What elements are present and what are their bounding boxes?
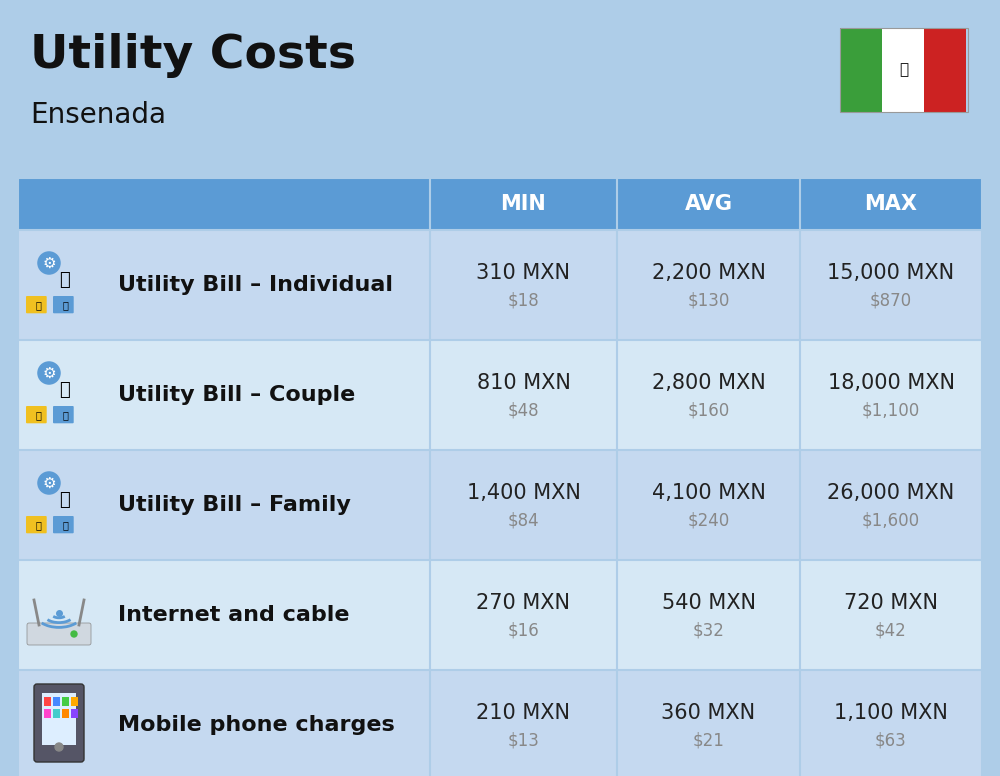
Text: 🧑: 🧑	[59, 271, 69, 289]
Text: $16: $16	[508, 622, 539, 640]
FancyBboxPatch shape	[53, 516, 74, 533]
Text: $32: $32	[693, 622, 724, 640]
Bar	[18, 340, 982, 450]
Text: Utility Bill – Couple: Utility Bill – Couple	[118, 385, 355, 405]
Text: 540 MXN: 540 MXN	[662, 593, 756, 613]
Text: $1,600: $1,600	[862, 512, 920, 530]
Text: $63: $63	[875, 732, 907, 750]
Text: 💧: 💧	[62, 520, 68, 530]
Text: 210 MXN: 210 MXN	[477, 703, 570, 723]
Text: Mobile phone charges: Mobile phone charges	[118, 715, 395, 735]
Text: Utility Bill – Family: Utility Bill – Family	[118, 495, 351, 515]
Text: $130: $130	[687, 292, 730, 310]
Text: 🧑: 🧑	[59, 381, 69, 399]
Text: 🧑: 🧑	[59, 491, 69, 509]
Bar	[62, 697, 69, 706]
Bar	[18, 178, 982, 230]
Text: ⚙: ⚙	[42, 255, 56, 271]
Text: 720 MXN: 720 MXN	[844, 593, 938, 613]
Bar	[62, 709, 69, 718]
FancyBboxPatch shape	[26, 296, 47, 314]
FancyBboxPatch shape	[26, 406, 47, 423]
Text: 360 MXN: 360 MXN	[661, 703, 756, 723]
Text: $1,100: $1,100	[862, 402, 920, 420]
Bar	[882, 28, 924, 112]
Text: Internet and cable: Internet and cable	[118, 605, 350, 625]
Circle shape	[55, 743, 63, 751]
Text: 💧: 💧	[62, 410, 68, 420]
Text: AVG: AVG	[684, 194, 732, 214]
FancyBboxPatch shape	[27, 623, 91, 645]
Text: 270 MXN: 270 MXN	[477, 593, 570, 613]
FancyBboxPatch shape	[53, 296, 74, 314]
FancyBboxPatch shape	[34, 684, 84, 762]
Text: $42: $42	[875, 622, 907, 640]
Bar	[71, 709, 78, 718]
Bar	[42, 693, 76, 745]
Text: MAX: MAX	[864, 194, 918, 214]
Text: Utility Bill – Individual: Utility Bill – Individual	[118, 275, 393, 295]
Text: 310 MXN: 310 MXN	[477, 263, 570, 283]
Text: 🔌: 🔌	[35, 410, 41, 420]
Text: 18,000 MXN: 18,000 MXN	[828, 373, 954, 393]
Bar	[924, 28, 966, 112]
Bar	[18, 670, 982, 776]
Bar	[18, 178, 982, 776]
Text: 1,100 MXN: 1,100 MXN	[834, 703, 948, 723]
Bar	[18, 560, 982, 670]
Circle shape	[71, 631, 77, 637]
Text: $84: $84	[508, 512, 539, 530]
Text: 15,000 MXN: 15,000 MXN	[827, 263, 955, 283]
Text: ⚙: ⚙	[42, 476, 56, 490]
Circle shape	[38, 252, 60, 274]
Text: 2,200 MXN: 2,200 MXN	[652, 263, 765, 283]
Circle shape	[38, 472, 60, 494]
Bar	[53, 709, 60, 718]
Bar	[71, 697, 78, 706]
FancyBboxPatch shape	[26, 516, 47, 533]
Bar	[840, 28, 968, 112]
Text: 2,800 MXN: 2,800 MXN	[652, 373, 765, 393]
Bar	[44, 709, 51, 718]
Text: $870: $870	[870, 292, 912, 310]
Bar	[840, 28, 882, 112]
Circle shape	[38, 362, 60, 384]
Text: MIN: MIN	[501, 194, 546, 214]
Text: 810 MXN: 810 MXN	[477, 373, 570, 393]
FancyBboxPatch shape	[53, 406, 74, 423]
Text: Ensenada: Ensenada	[30, 101, 166, 129]
Text: $48: $48	[508, 402, 539, 420]
Bar	[18, 450, 982, 560]
Text: ⚙: ⚙	[42, 365, 56, 380]
Text: $18: $18	[508, 292, 539, 310]
Text: 1,400 MXN: 1,400 MXN	[467, 483, 580, 503]
Text: $240: $240	[687, 512, 730, 530]
Text: Utility Costs: Utility Costs	[30, 33, 356, 78]
Text: 🔌: 🔌	[35, 300, 41, 310]
Bar	[18, 230, 982, 340]
Text: 4,100 MXN: 4,100 MXN	[652, 483, 765, 503]
Bar	[44, 697, 51, 706]
Text: 🔌: 🔌	[35, 520, 41, 530]
Text: $21: $21	[693, 732, 724, 750]
Text: $160: $160	[687, 402, 730, 420]
Text: 🦅: 🦅	[899, 63, 909, 78]
Text: $13: $13	[508, 732, 539, 750]
Text: 26,000 MXN: 26,000 MXN	[827, 483, 955, 503]
Text: 💧: 💧	[62, 300, 68, 310]
Bar	[53, 697, 60, 706]
